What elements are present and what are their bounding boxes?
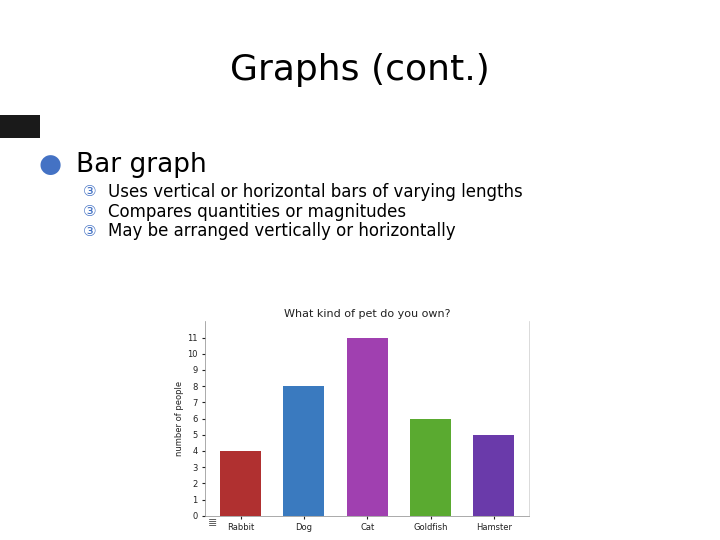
Title: What kind of pet do you own?: What kind of pet do you own? — [284, 309, 451, 319]
Text: ≣: ≣ — [207, 518, 217, 528]
Bar — [473, 435, 515, 516]
Bar — [0, 115, 40, 138]
Text: ③: ③ — [83, 184, 96, 199]
Text: ●: ● — [39, 152, 62, 178]
Text: ③: ③ — [83, 204, 96, 219]
Bar — [283, 386, 325, 516]
Bar — [346, 338, 388, 516]
Bar — [220, 451, 261, 516]
Y-axis label: number of people: number of people — [175, 381, 184, 456]
Bar — [410, 418, 451, 516]
Text: Uses vertical or horizontal bars of varying lengths: Uses vertical or horizontal bars of vary… — [108, 183, 523, 201]
Text: May be arranged vertically or horizontally: May be arranged vertically or horizontal… — [108, 222, 456, 240]
Text: Graphs (cont.): Graphs (cont.) — [230, 53, 490, 87]
Text: Bar graph: Bar graph — [76, 152, 207, 178]
Text: ③: ③ — [83, 224, 96, 239]
Text: Compares quantities or magnitudes: Compares quantities or magnitudes — [108, 202, 406, 221]
